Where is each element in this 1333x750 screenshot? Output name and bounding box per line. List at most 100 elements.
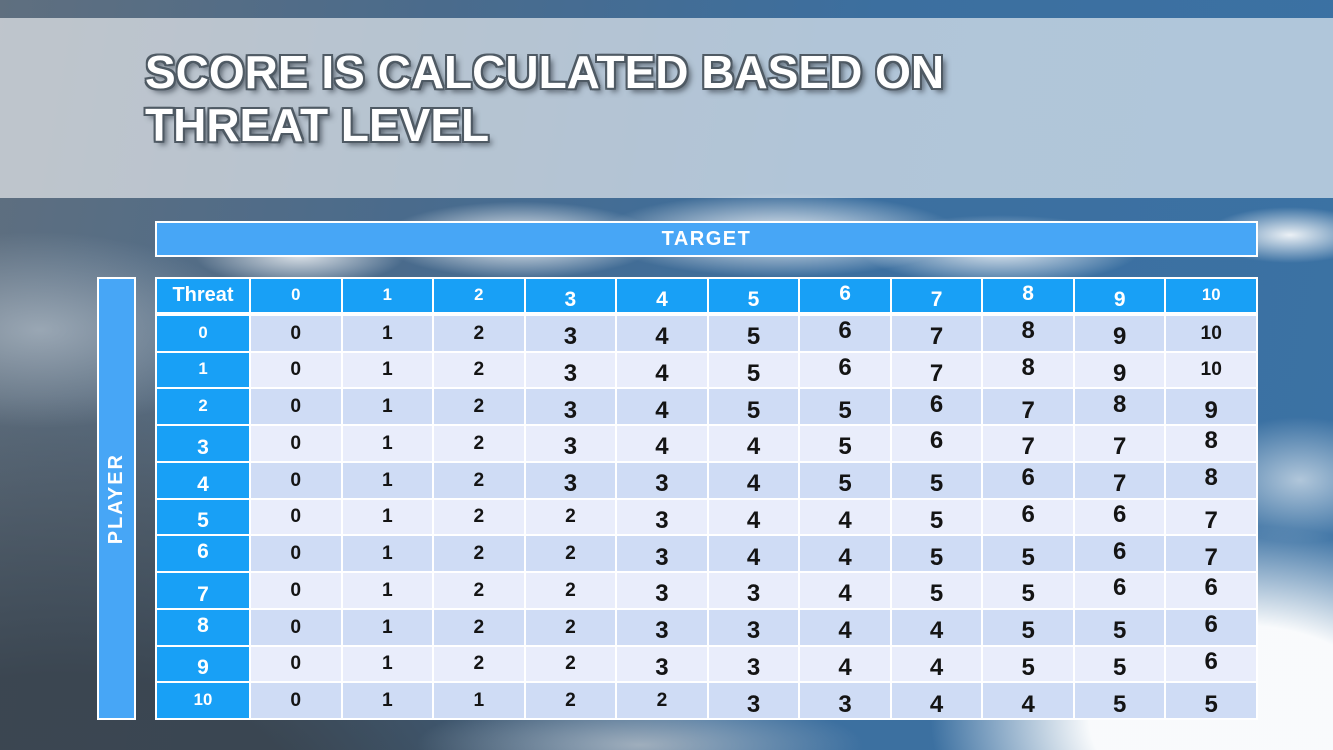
matrix-cell: 0 <box>251 683 341 718</box>
matrix-cell: 4 <box>708 499 799 535</box>
corner-cell: Threat <box>157 279 249 314</box>
matrix-cell: 4 <box>617 389 707 424</box>
matrix-cell: 10 <box>1166 352 1256 388</box>
matrix-cell: 1 <box>342 609 433 645</box>
matrix-cell: 4 <box>891 609 982 645</box>
matrix-cell: 6 <box>1166 609 1256 645</box>
matrix-cell: 0 <box>251 573 341 608</box>
matrix-cell: 6 <box>1074 573 1165 608</box>
matrix-cell: 4 <box>800 609 890 645</box>
matrix-cell: 3 <box>708 683 799 718</box>
column-header: 5 <box>708 279 799 314</box>
matrix-cell: 3 <box>525 462 616 498</box>
matrix-cell: 4 <box>983 683 1073 718</box>
matrix-cell: 2 <box>434 609 524 645</box>
matrix-cell: 5 <box>1074 609 1165 645</box>
matrix-cell: 2 <box>434 426 524 461</box>
matrix-cell: 3 <box>708 573 799 608</box>
matrix-cell: 3 <box>617 462 707 498</box>
matrix-cell: 5 <box>891 462 982 498</box>
matrix-cell: 8 <box>983 315 1073 351</box>
row-header: 1 <box>157 352 249 388</box>
matrix-cell: 5 <box>708 389 799 424</box>
matrix-cell: 4 <box>617 315 707 351</box>
matrix-cell: 7 <box>1074 426 1165 461</box>
matrix-cell: 8 <box>1166 462 1256 498</box>
column-header: 10 <box>1166 279 1256 314</box>
matrix-cell: 1 <box>342 573 433 608</box>
matrix-cell: 5 <box>1074 683 1165 718</box>
matrix-cell: 3 <box>617 573 707 608</box>
matrix-cell: 6 <box>983 499 1073 535</box>
matrix-cell: 1 <box>342 646 433 682</box>
matrix-cell: 2 <box>434 315 524 351</box>
matrix-cell: 0 <box>251 609 341 645</box>
matrix-cell: 10 <box>1166 315 1256 351</box>
matrix-cell: 6 <box>1166 646 1256 682</box>
matrix-cell: 0 <box>251 426 341 461</box>
matrix-cell: 5 <box>800 462 890 498</box>
matrix-cell: 6 <box>800 352 890 388</box>
row-header: 2 <box>157 389 249 424</box>
target-label: TARGET <box>661 227 752 250</box>
matrix-cell: 6 <box>891 389 982 424</box>
matrix-cell: 9 <box>1074 315 1165 351</box>
row-header: 0 <box>157 315 249 351</box>
matrix-cell: 4 <box>617 352 707 388</box>
title-band <box>0 18 1333 198</box>
column-header: 9 <box>1074 279 1165 314</box>
matrix-cell: 7 <box>891 315 982 351</box>
score-table: Threat 0 1 2 3 4 5 6 7 8 9 10 0 0 1 2 3 4 5 6 7 8 9 10 1 0 1 2 3 4 5 6 7… <box>155 277 1258 720</box>
matrix-cell: 3 <box>617 609 707 645</box>
matrix-cell: 2 <box>434 573 524 608</box>
matrix-cell: 1 <box>342 426 433 461</box>
matrix-cell: 5 <box>983 609 1073 645</box>
matrix-cell: 5 <box>708 315 799 351</box>
matrix-cell: 6 <box>983 462 1073 498</box>
matrix-cell: 3 <box>617 536 707 571</box>
row-header: 9 <box>157 646 249 682</box>
matrix-cell: 8 <box>1074 389 1165 424</box>
matrix-cell: 7 <box>1074 462 1165 498</box>
target-bar: TARGET <box>155 221 1258 257</box>
matrix-cell: 0 <box>251 389 341 424</box>
column-header: 8 <box>983 279 1073 314</box>
matrix-cell: 6 <box>891 426 982 461</box>
matrix-cell: 1 <box>342 389 433 424</box>
matrix-cell: 5 <box>800 426 890 461</box>
matrix-cell: 3 <box>525 352 616 388</box>
matrix-cell: 4 <box>617 426 707 461</box>
matrix-cell: 4 <box>708 426 799 461</box>
player-label: PLAYER <box>105 452 127 545</box>
matrix-cell: 2 <box>525 536 616 571</box>
matrix-cell: 7 <box>1166 499 1256 535</box>
page-title: SCORE IS CALCULATED BASED ON THREAT LEVE… <box>145 46 945 151</box>
matrix-cell: 3 <box>800 683 890 718</box>
matrix-cell: 7 <box>1166 536 1256 571</box>
matrix-cell: 9 <box>1166 389 1256 424</box>
matrix-cell: 2 <box>525 573 616 608</box>
matrix-cell: 0 <box>251 352 341 388</box>
matrix-cell: 1 <box>342 352 433 388</box>
row-header: 4 <box>157 462 249 498</box>
matrix-cell: 9 <box>1074 352 1165 388</box>
matrix-cell: 8 <box>1166 426 1256 461</box>
matrix-cell: 1 <box>342 683 433 718</box>
matrix-cell: 7 <box>983 426 1073 461</box>
matrix-cell: 7 <box>891 352 982 388</box>
column-header: 1 <box>342 279 433 314</box>
player-bar: PLAYER <box>97 277 136 720</box>
matrix-cell: 0 <box>251 462 341 498</box>
matrix-cell: 5 <box>891 573 982 608</box>
matrix-cell: 3 <box>708 646 799 682</box>
matrix-cell: 2 <box>525 609 616 645</box>
matrix-cell: 5 <box>983 536 1073 571</box>
matrix-cell: 5 <box>983 573 1073 608</box>
matrix-cell: 2 <box>434 536 524 571</box>
matrix-cell: 1 <box>342 536 433 571</box>
matrix-cell: 2 <box>525 683 616 718</box>
matrix-cell: 5 <box>891 499 982 535</box>
matrix-cell: 6 <box>800 315 890 351</box>
row-header: 8 <box>157 609 249 645</box>
matrix-cell: 6 <box>1074 499 1165 535</box>
